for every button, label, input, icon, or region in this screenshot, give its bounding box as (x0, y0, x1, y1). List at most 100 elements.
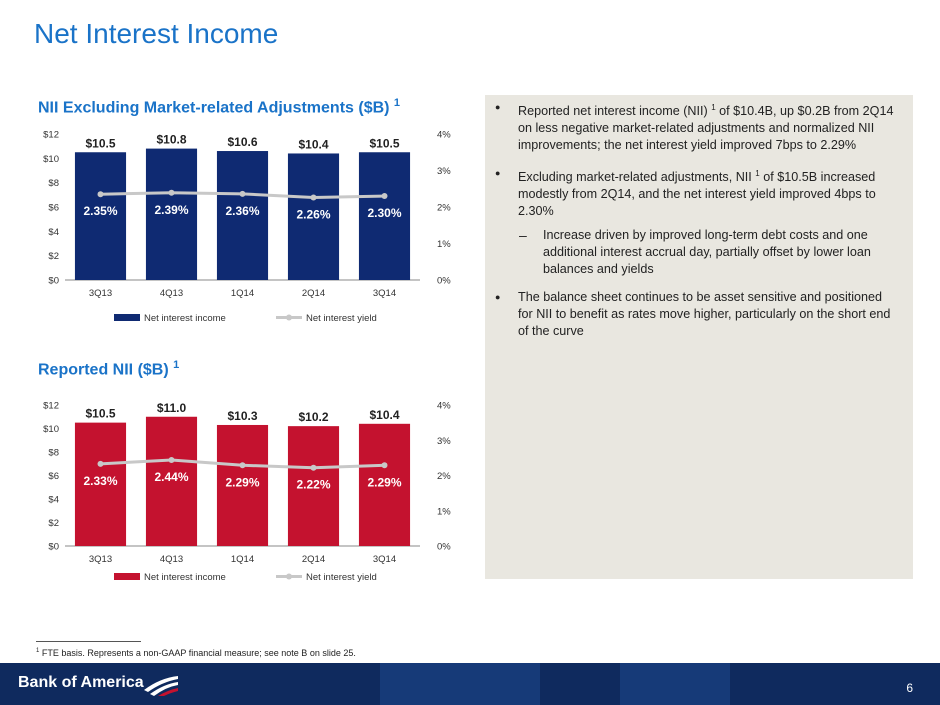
point-net-interest-yield (239, 190, 246, 197)
point-net-interest-yield (168, 189, 175, 196)
bar-net-interest-income (216, 424, 269, 546)
left-axis-tick-label: $0 (48, 276, 59, 287)
bullet-2: Excluding market-related adjustments, NI… (485, 161, 913, 220)
page-title: Net Interest Income (34, 18, 279, 49)
legend-label-bar: Net interest income (144, 572, 226, 583)
point-net-interest-yield (310, 194, 317, 201)
point-net-interest-yield (97, 460, 104, 467)
chart1: $0 $2 $4 $6 $8 $10 $12 0% 1% 2% 3% 4% $10.5 $10.8 $10.… (43, 130, 451, 325)
category-label: 4Q13 (160, 554, 183, 565)
point-net-interest-yield (97, 191, 104, 198)
yield-data-label: 2.29% (225, 475, 259, 489)
left-axis-tick-label: $2 (48, 518, 59, 529)
bar-net-interest-income (287, 426, 340, 546)
category-label: 2Q14 (302, 288, 325, 299)
category-label: 3Q13 (89, 288, 112, 299)
chart2: $0 $2 $4 $6 $8 $10 $12 0% 1% 2% 3% 4% $10.5 $11.0 $10.… (43, 401, 451, 584)
bullet-1: Reported net interest income (NII) 1 of … (485, 95, 913, 154)
left-axis-tick-label: $8 (48, 448, 59, 459)
logo-text: Bank of America (18, 674, 144, 691)
footer-band (380, 663, 540, 705)
bar-data-label: $10.3 (227, 409, 257, 423)
yield-data-label: 2.29% (367, 475, 401, 489)
yield-data-label: 2.44% (154, 470, 188, 484)
legend-marker-line (286, 573, 292, 580)
right-axis-tick-label: 2% (437, 203, 451, 214)
legend-marker-line (286, 314, 292, 321)
bar-data-label: $10.8 (156, 133, 186, 147)
sub-bullet-1: Increase driven by improved long-term de… (485, 227, 913, 278)
bar-net-interest-income (358, 423, 411, 546)
sub-bullet-1-text: Increase driven by improved long-term de… (543, 228, 871, 277)
bar-net-interest-income (358, 152, 411, 280)
left-axis-tick-label: $10 (43, 154, 59, 165)
legend-label-line: Net interest yield (306, 313, 377, 324)
bar-data-label: $10.2 (298, 410, 328, 424)
yield-data-label: 2.36% (225, 204, 259, 218)
point-net-interest-yield (168, 456, 175, 463)
right-axis-tick-label: 4% (437, 401, 451, 412)
left-axis-tick-label: $6 (48, 203, 59, 214)
bar-net-interest-income (216, 151, 269, 280)
category-label: 3Q13 (89, 554, 112, 565)
chart2-footnote-ref: 1 (173, 359, 180, 371)
bullet-2-footnote-ref: 1 (755, 169, 760, 179)
chart1-title: NII Excluding Market-related Adjustments… (38, 97, 400, 117)
category-label: 1Q14 (231, 554, 254, 565)
bar-net-interest-income (287, 153, 340, 280)
flag-logo-icon (144, 676, 178, 696)
bar-data-label: $10.5 (85, 136, 115, 150)
chart1-footnote-ref: 1 (393, 97, 401, 109)
right-axis-tick-label: 1% (437, 239, 451, 250)
yield-data-label: 2.33% (83, 474, 117, 488)
right-axis-tick-label: 2% (437, 471, 451, 482)
legend-label-line: Net interest yield (306, 572, 377, 583)
bar-net-interest-income (74, 422, 127, 546)
bar-data-label: $10.5 (85, 407, 115, 421)
bullet-3: The balance sheet continues to be asset … (485, 285, 913, 340)
bullet-2-text-cont: of $10.5B increased modestly from 2Q14, … (518, 170, 876, 219)
bar-net-interest-income (145, 148, 198, 280)
page-number: 6 (906, 681, 913, 695)
category-label: 1Q14 (231, 288, 254, 299)
yield-data-label: 2.39% (154, 203, 188, 217)
footer-bar: Bank of America 6 (0, 663, 940, 705)
yield-data-label: 2.35% (83, 204, 117, 218)
bar-data-label: $10.4 (298, 137, 328, 151)
category-label: 3Q14 (373, 554, 396, 565)
bullet-3-text: The balance sheet continues to be asset … (518, 290, 891, 339)
bullet-1-footnote-ref: 1 (711, 103, 716, 112)
commentary-panel: Reported net interest income (NII) 1 of … (485, 95, 913, 579)
bar-data-label: $10.4 (369, 408, 399, 422)
left-axis-tick-label: $8 (48, 178, 59, 189)
right-axis-tick-label: 3% (437, 436, 451, 447)
chart2-title: Reported NII ($B) 1 (38, 359, 179, 379)
bar-net-interest-income (145, 416, 198, 546)
category-label: 3Q14 (373, 288, 396, 299)
left-axis-tick-label: $10 (43, 424, 59, 435)
left-axis-tick-label: $2 (48, 251, 59, 262)
bar-data-label: $10.5 (369, 136, 399, 150)
point-net-interest-yield (239, 462, 246, 469)
category-label: 2Q14 (302, 554, 325, 565)
footnote-text: FTE basis. Represents a non-GAAP financi… (39, 648, 356, 658)
footnote-marker: 1 (36, 648, 40, 654)
footnote: 1 FTE basis. Represents a non-GAAP finan… (36, 648, 356, 658)
right-axis-tick-label: 0% (437, 276, 451, 287)
right-axis-tick-label: 0% (437, 542, 451, 553)
bar-data-label: $11.0 (157, 401, 187, 415)
bullet-1-text: Reported net interest income (NII) (518, 104, 712, 119)
category-label: 4Q13 (160, 288, 183, 299)
yield-data-label: 2.26% (296, 208, 330, 222)
footer-band (620, 663, 730, 705)
bank-logo: Bank of America (18, 674, 188, 696)
left-axis-tick-label: $12 (43, 130, 59, 141)
chart2-title-text: Reported NII ($B) (38, 361, 169, 379)
left-axis-tick-label: $0 (48, 542, 59, 553)
point-net-interest-yield (381, 462, 388, 469)
bullet-2-text: Excluding market-related adjustments, NI… (518, 170, 756, 185)
legend-swatch-bar (114, 573, 140, 580)
bullet-1-text-cont: of $10.4B, up $0.2B from 2Q14 on less ne… (518, 104, 894, 153)
footnote-rule (36, 641, 141, 642)
left-axis-tick-label: $12 (43, 401, 59, 412)
